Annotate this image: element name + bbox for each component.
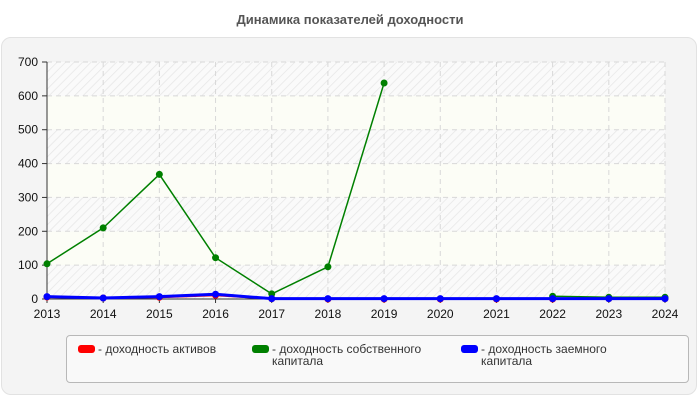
legend-item-equity: - доходность собственного капитала [252,343,421,367]
data-point[interactable] [492,295,500,303]
plot-area [47,62,665,299]
data-point[interactable] [380,295,388,303]
legend-swatch-red [78,345,95,353]
data-point[interactable] [212,290,220,298]
y-tick-label: 700 [18,55,38,69]
y-tick-label: 400 [18,157,38,171]
x-tick-label: 2024 [652,307,679,321]
x-tick-label: 2015 [146,307,173,321]
data-point[interactable] [212,254,220,262]
axes: 0 100 200 300 400 500 600 700 2013 2014 2015 2016 20… [18,55,679,321]
y-tick-label: 100 [18,258,38,272]
x-tick-label: 2018 [315,307,342,321]
x-tick-label: 2017 [258,307,285,321]
chart-title: Динамика показателей доходности [236,12,464,27]
y-tick-label: 300 [18,190,38,204]
x-tick-label: 2019 [371,307,398,321]
x-tick-label: 2014 [90,307,117,321]
data-point[interactable] [43,260,51,268]
y-tick-label: 200 [18,224,38,238]
data-point[interactable] [549,295,557,303]
legend-item-debt: - доходность заемного капитала [461,343,607,367]
data-point[interactable] [268,295,276,303]
data-point[interactable] [155,170,163,178]
data-point[interactable] [155,293,163,301]
series-lines [43,79,669,303]
data-point[interactable] [324,295,332,303]
data-point[interactable] [605,295,613,303]
legend-swatch-blue [461,345,478,353]
series-2 [43,290,669,303]
y-tick-label: 500 [18,123,38,137]
x-tick-label: 2021 [483,307,510,321]
y-tick-label: 600 [18,89,38,103]
data-point[interactable] [99,294,107,302]
x-tick-label: 2016 [202,307,229,321]
x-tick-label: 2020 [427,307,454,321]
data-point[interactable] [99,224,107,232]
x-tick-label: 2022 [539,307,566,321]
data-point[interactable] [661,295,669,303]
data-point[interactable] [324,263,332,271]
legend: - доходность активов - доходность собств… [66,335,689,383]
data-point[interactable] [43,293,51,301]
x-tick-label: 2013 [34,307,61,321]
legend-swatch-green [252,345,269,353]
x-tick-label: 2023 [595,307,622,321]
legend-item-assets: - доходность активов [78,343,216,355]
gridlines [47,61,666,299]
data-point[interactable] [380,79,388,87]
data-point[interactable] [436,295,444,303]
y-tick-label: 0 [31,292,38,306]
